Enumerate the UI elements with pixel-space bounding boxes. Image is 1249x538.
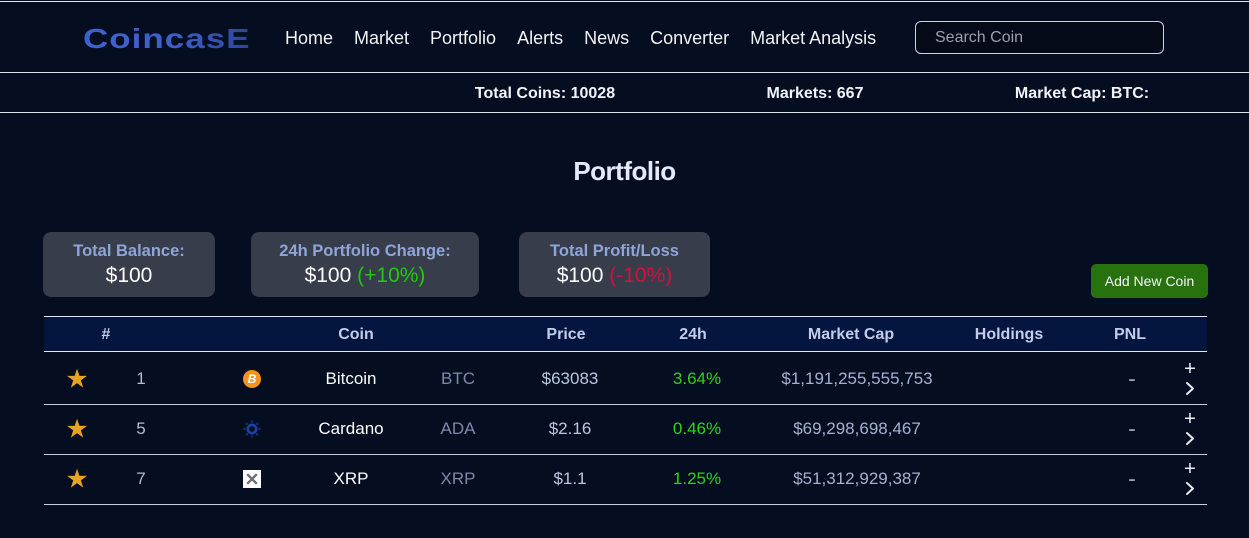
svg-text:B: B xyxy=(248,372,257,386)
